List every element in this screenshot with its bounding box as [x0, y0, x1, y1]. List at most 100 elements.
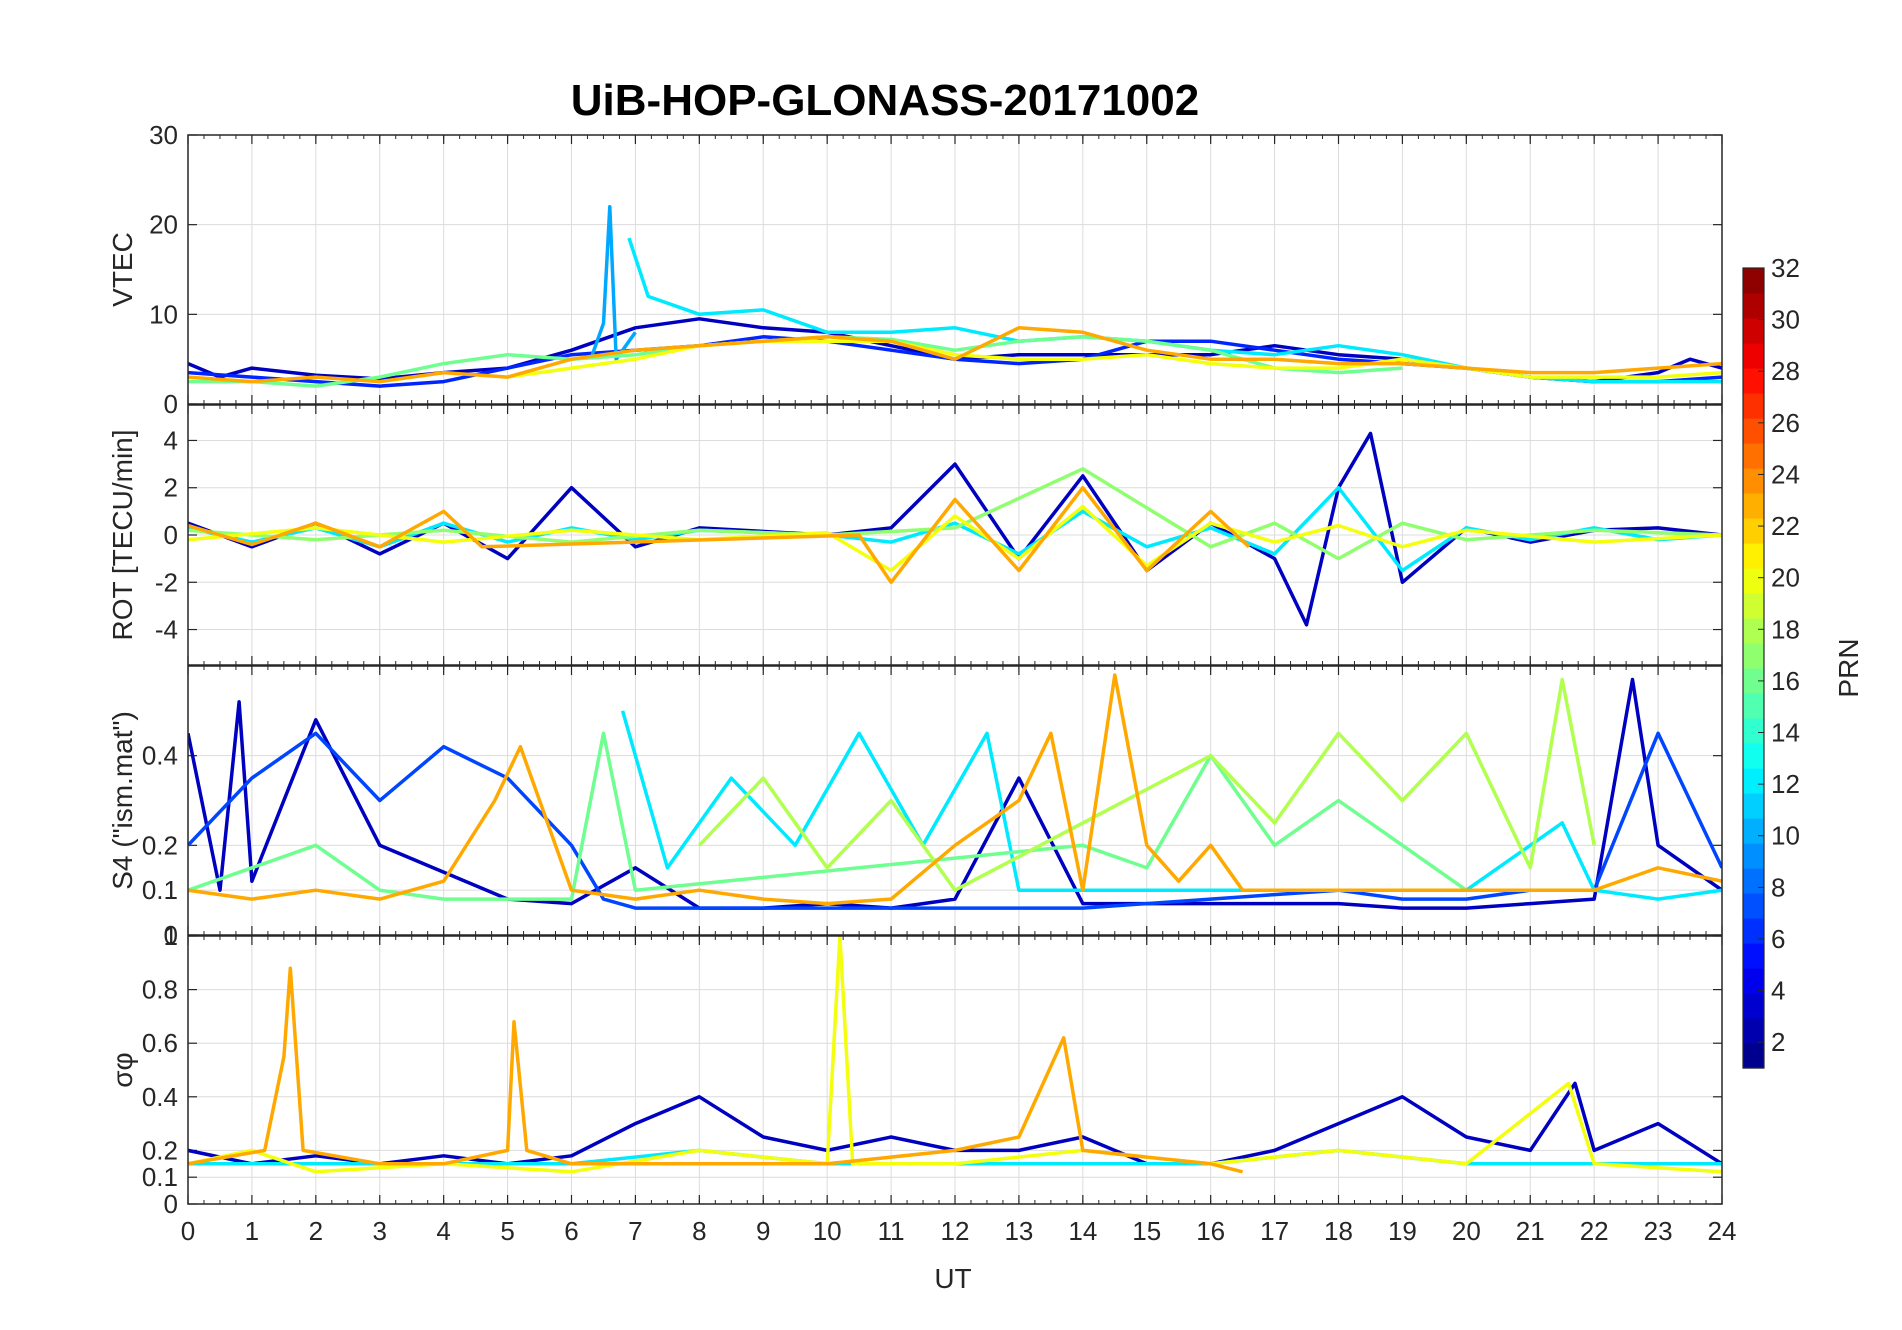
series-group [188, 673, 1722, 910]
series-group [188, 431, 1722, 627]
colorbar-tick-label: 28 [1771, 356, 1800, 386]
colorbar-swatch [1743, 1043, 1764, 1069]
colorbar-swatch [1743, 668, 1764, 694]
x-tick-label: 19 [1388, 1216, 1417, 1246]
colorbar-swatch [1743, 643, 1764, 669]
colorbar-swatch [1743, 543, 1764, 569]
panel-axes-box [187, 665, 1723, 936]
colorbar-swatch [1743, 468, 1764, 494]
colorbar-tick-label: 8 [1771, 872, 1785, 902]
x-tick-label: 14 [1068, 1216, 1097, 1246]
panel-axes-box [187, 935, 1723, 1205]
panel-axes-box [187, 134, 1723, 405]
x-tick-label: 8 [692, 1216, 706, 1246]
colorbar-tick-label: 10 [1771, 821, 1800, 851]
colorbar-swatch [1743, 493, 1764, 519]
y-tick-label: 30 [149, 120, 178, 150]
series-line-prn-3 [188, 1081, 1722, 1166]
colorbar-tick-label: 12 [1771, 769, 1800, 799]
y-tick-label: 0.1 [142, 875, 178, 905]
x-tick-label: 10 [813, 1216, 842, 1246]
colorbar-swatch [1743, 443, 1764, 469]
colorbar-swatch [1743, 343, 1764, 369]
x-tick-label: 3 [373, 1216, 387, 1246]
colorbar-swatch [1743, 793, 1764, 819]
y-tick-label: 0.8 [142, 975, 178, 1005]
colorbar-swatch [1743, 393, 1764, 419]
x-tick-label: 13 [1004, 1216, 1033, 1246]
colorbar-frame [1742, 267, 1765, 1069]
y-tick-label: 0.2 [142, 1135, 178, 1165]
colorbar-swatch [1743, 518, 1764, 544]
y-tick-label: 1 [164, 921, 178, 951]
colorbar-swatch [1743, 943, 1764, 969]
colorbar-tick-label: 14 [1771, 718, 1800, 748]
colorbar-swatch [1743, 418, 1764, 444]
colorbar-tick-label: 32 [1771, 253, 1800, 283]
x-tick-label: 12 [941, 1216, 970, 1246]
panel-2: -4 -2 0 2 4 ROT [TECU/min] [107, 404, 1723, 666]
series-line-prn-20 [188, 504, 1722, 573]
y-tick-label: 20 [149, 210, 178, 240]
colorbar-swatch [1743, 318, 1764, 344]
x-tick-label: 17 [1260, 1216, 1289, 1246]
y-tick-label: 0.2 [142, 830, 178, 860]
series-line-prn-23 [188, 326, 1722, 384]
y-tick-label: -2 [155, 567, 178, 597]
y-tick-label: 2 [164, 473, 178, 503]
colorbar-tick-label: 18 [1771, 614, 1800, 644]
colorbar-swatch [1743, 968, 1764, 994]
colorbar-tick-label: 16 [1771, 666, 1800, 696]
x-tick-label: 0 [181, 1216, 195, 1246]
x-tick-label: 11 [878, 1216, 905, 1246]
x-tick-label: 20 [1452, 1216, 1481, 1246]
panel-1: 0 10 20 30 VTEC [107, 120, 1723, 419]
x-tick-label: 22 [1580, 1216, 1609, 1246]
series-line-prn-18 [698, 677, 1596, 892]
y-tick-label: 0 [164, 920, 178, 950]
series-line-prn-23 [188, 485, 1251, 585]
colorbar-tick-label: 30 [1771, 305, 1800, 335]
colorbar-swatch [1743, 993, 1764, 1019]
x-tick-label: 2 [309, 1216, 323, 1246]
series-line-prn-10 [589, 204, 637, 361]
series-line-prn-3 [188, 677, 1722, 910]
x-tick-label: 9 [756, 1216, 770, 1246]
x-tick-label: 1 [245, 1216, 259, 1246]
colorbar-swatch [1743, 768, 1764, 794]
y-axis-label: σφ [107, 1052, 138, 1087]
y-axis-label: VTEC [107, 232, 138, 307]
colorbar-swatch [1743, 618, 1764, 644]
colorbar-swatch [1743, 268, 1764, 294]
y-tick-label: 10 [149, 299, 178, 329]
colorbar-swatch [1743, 1018, 1764, 1044]
colorbar-swatch [1743, 818, 1764, 844]
colorbar-swatch [1743, 893, 1764, 919]
y-tick-label: 4 [164, 425, 178, 455]
chart-title: UiB-HOP-GLONASS-20171002 [571, 76, 1199, 125]
x-tick-label: 6 [564, 1216, 578, 1246]
y-axis-label: ROT [TECU/min] [107, 429, 138, 640]
colorbar-swatch [1743, 918, 1764, 944]
y-tick-label: 0.4 [142, 1082, 178, 1112]
x-tick-label: 5 [500, 1216, 514, 1246]
x-tick-label: 4 [436, 1216, 450, 1246]
y-tick-label: 0 [164, 520, 178, 550]
colorbar-tick-label: 4 [1771, 976, 1785, 1006]
series-group [188, 936, 1722, 1174]
colorbar-swatch [1743, 743, 1764, 769]
colorbar-swatch [1743, 593, 1764, 619]
colorbar-swatch [1743, 868, 1764, 894]
x-tick-label: 21 [1516, 1216, 1545, 1246]
y-tick-label: 0 [164, 389, 178, 419]
x-axis-label: UT [934, 1263, 971, 1294]
colorbar-tick-label: 2 [1771, 1027, 1785, 1057]
x-tick-label: 15 [1132, 1216, 1161, 1246]
colorbar-swatch [1743, 693, 1764, 719]
y-tick-label: 0.6 [142, 1028, 178, 1058]
x-tick-label: 16 [1196, 1216, 1225, 1246]
x-tick-label: 23 [1644, 1216, 1673, 1246]
y-tick-label: 0 [164, 1189, 178, 1219]
